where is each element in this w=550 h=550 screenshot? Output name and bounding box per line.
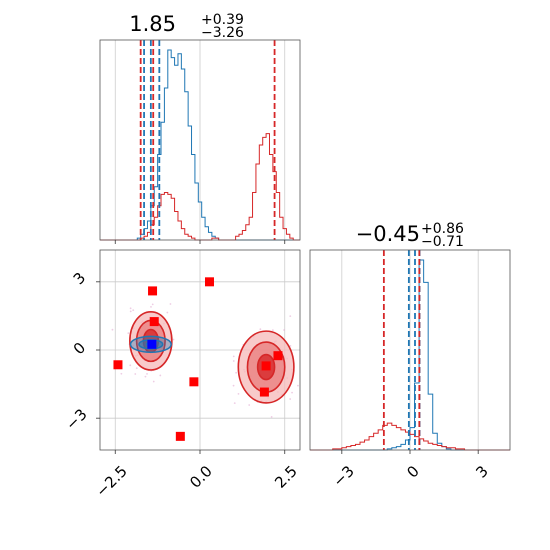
joint-red-marker [189, 377, 199, 387]
joint-faint-sample [129, 364, 132, 367]
joint-faint-sample [135, 367, 138, 370]
marginal-x-quantile-lines [139, 40, 276, 240]
joint-y-tick-label: 0 [70, 339, 89, 358]
joint-red-marker [113, 360, 123, 370]
joint-faint-sample [233, 402, 236, 405]
joint-x-tick-label: −2.5 [92, 462, 130, 500]
joint-faint-sample [111, 328, 114, 331]
marginal-y-title-upper-error: +0.86 [421, 221, 464, 237]
marginal-x-grid [114, 40, 286, 240]
joint-x-tick-labels: −2.5 0.0 2.5 [92, 462, 300, 500]
joint-faint-sample [169, 303, 172, 305]
marginal-x-title: 1.85 [129, 12, 176, 36]
marginal-x-panel: 1.85 +0.39 −3.26 [99, 12, 301, 244]
joint-faint-sample [270, 416, 273, 418]
joint-faint-sample [150, 305, 152, 308]
joint-red-marker [261, 361, 271, 371]
marginal-x-title-lower-error: −3.26 [201, 25, 244, 41]
joint-x-tick-label: 0.0 [186, 462, 216, 492]
joint-red-marker [148, 286, 158, 296]
joint-faint-sample [291, 391, 293, 394]
joint-blue-marker [147, 339, 157, 349]
joint-faint-sample [289, 344, 292, 347]
joint-red-marker [149, 317, 159, 327]
joint-y-tick-label: 3 [70, 269, 89, 288]
marginal-y-tick-marks [341, 450, 479, 454]
marginal-y-quantile-lines [382, 250, 421, 450]
marginal-y-x-tick-label: −3 [329, 462, 357, 490]
joint-faint-sample [132, 309, 135, 312]
marginal-y-histogram-series [310, 422, 510, 451]
marginal-y-x-tick-label: 3 [472, 462, 491, 481]
joint-faint-sample [259, 328, 262, 331]
joint-red-marker [175, 431, 185, 441]
joint-faint-sample [289, 398, 292, 400]
joint-faint-sample [289, 315, 292, 318]
joint-faint-sample [146, 373, 148, 375]
marginal-y-x-tick-label: 0 [403, 462, 422, 481]
joint-faint-sample [172, 338, 175, 341]
joint-faint-sample [248, 404, 251, 406]
joint-faint-sample [235, 371, 238, 374]
joint-y-tick-label: −3 [62, 405, 90, 433]
joint-faint-sample [129, 307, 132, 310]
joint-tick-marks [96, 281, 286, 454]
marginal-x-title-upper-error: +0.39 [201, 12, 244, 28]
joint-red-marker [204, 277, 214, 287]
joint-faint-sample [127, 332, 130, 334]
joint-faint-sample [232, 355, 235, 358]
joint-red-marker [273, 351, 283, 361]
joint-faint-sample [283, 329, 285, 331]
joint-faint-sample [151, 303, 154, 306]
marginal-y-grid [341, 250, 479, 450]
joint-faint-sample [271, 329, 274, 332]
joint-y-tick-labels: 3 0 −3 [62, 269, 90, 434]
joint-faint-sample [120, 372, 123, 375]
marginal-x-tick-marks [114, 240, 286, 244]
joint-faint-sample [134, 373, 137, 375]
marginal-y-panel: −3 0 3 −0.45 +0.86 −0.71 [309, 221, 511, 490]
joint-faint-sample [297, 384, 299, 387]
joint-faint-sample [232, 384, 235, 387]
marginal-y-title-lower-error: −0.71 [421, 234, 464, 250]
joint-red-marker [259, 387, 269, 397]
joint-faint-sample [129, 310, 132, 313]
joint-faint-sample [232, 360, 235, 362]
joint-panel: −2.5 0.0 2.5 3 0 −3 [62, 249, 301, 501]
marginal-y-x-tick-labels: −3 0 3 [329, 462, 491, 490]
joint-points [113, 277, 283, 441]
joint-faint-sample [166, 311, 169, 314]
marginal-y-title: −0.45 [356, 222, 420, 246]
joint-faint-sample [237, 392, 240, 395]
joint-faint-sample [152, 380, 155, 383]
joint-faint-sample [159, 374, 162, 377]
joint-x-tick-label: 2.5 [271, 462, 301, 492]
joint-faint-sample [144, 375, 147, 378]
